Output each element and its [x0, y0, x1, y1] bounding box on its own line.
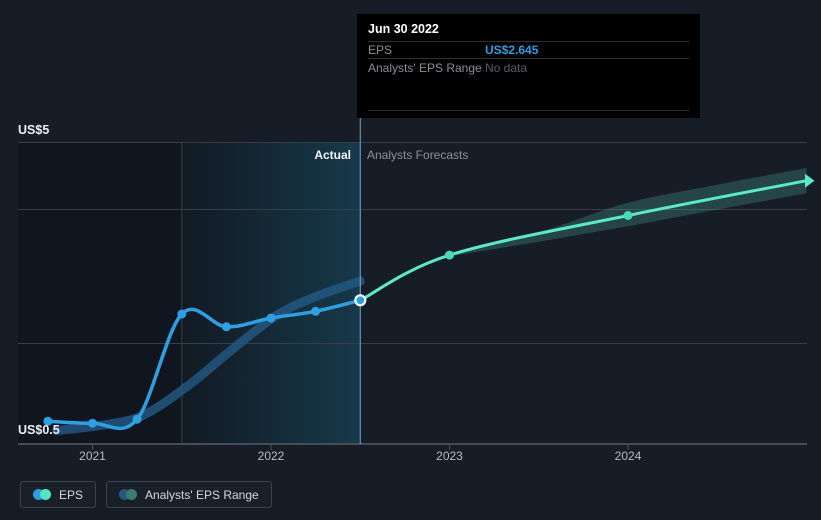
legend-range-label: Analysts' EPS Range [145, 487, 259, 502]
range-dot-blue [119, 489, 131, 500]
eps-point[interactable] [132, 414, 142, 424]
history-region [18, 142, 182, 444]
forecast-point[interactable] [445, 250, 454, 260]
range-series-icon [119, 489, 138, 500]
gridlines [18, 142, 807, 445]
eps-forecast-line [358, 179, 808, 302]
eps-point[interactable] [266, 313, 276, 323]
analysts-range-historical [52, 276, 365, 436]
eps-point[interactable] [311, 306, 321, 316]
range-dot-teal [126, 489, 138, 500]
eps-point[interactable] [177, 309, 187, 319]
eps-dot-teal [40, 489, 51, 500]
eps-actual-line [46, 298, 363, 431]
eps-point[interactable] [43, 416, 53, 426]
forecast-point[interactable] [623, 211, 633, 220]
legend: EPS Analysts' EPS Range [20, 481, 272, 508]
forecast-end-arrow [805, 173, 815, 188]
eps-point[interactable] [88, 418, 97, 428]
legend-eps-label: EPS [59, 487, 84, 502]
eps-dot-blue [33, 489, 44, 500]
legend-item-analysts-range[interactable]: Analysts' EPS Range [106, 481, 272, 508]
series-lines [46, 173, 815, 431]
eps-point[interactable] [221, 322, 231, 332]
plot-regions [18, 142, 361, 444]
legend-item-eps[interactable]: EPS [20, 481, 97, 508]
axis-ticks [92, 445, 629, 450]
data-points[interactable] [43, 211, 633, 428]
eps-series-icon [33, 489, 51, 500]
selected-point[interactable] [354, 294, 367, 307]
